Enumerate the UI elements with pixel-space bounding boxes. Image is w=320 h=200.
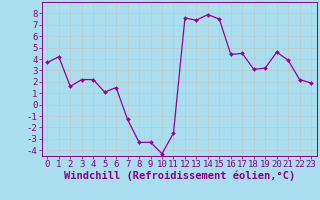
X-axis label: Windchill (Refroidissement éolien,°C): Windchill (Refroidissement éolien,°C) <box>64 171 295 181</box>
